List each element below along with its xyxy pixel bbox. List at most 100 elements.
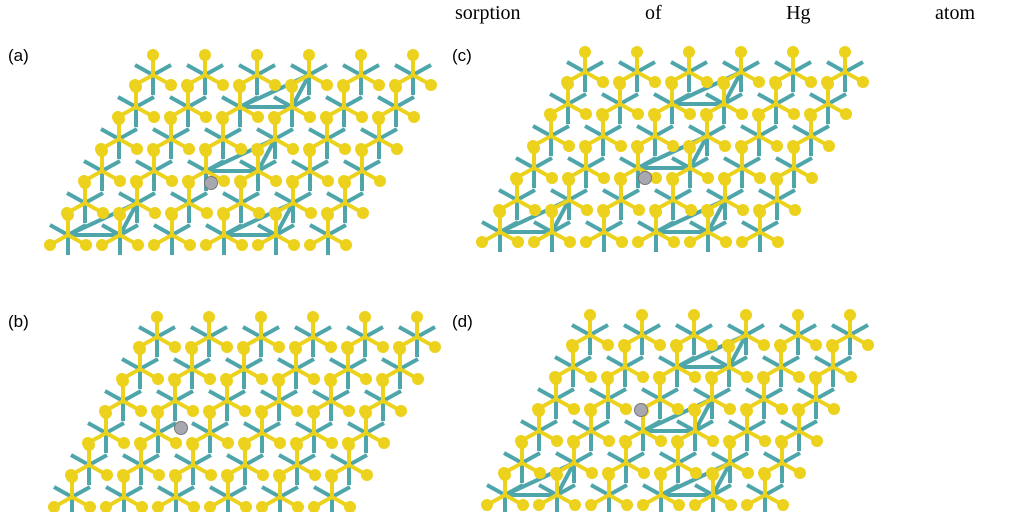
mo-s-bond bbox=[607, 357, 625, 367]
s-atom bbox=[304, 239, 316, 251]
s-atom bbox=[527, 140, 539, 152]
s-atom bbox=[707, 435, 719, 447]
mo-s-bond bbox=[758, 94, 776, 104]
mo-s-bond bbox=[572, 325, 590, 335]
mo-s-bond bbox=[776, 94, 794, 104]
mo-s-bond bbox=[759, 190, 777, 200]
mo-s-bond bbox=[759, 126, 777, 136]
s-atom bbox=[356, 111, 368, 123]
s-atom bbox=[683, 140, 695, 152]
mo-s-bond bbox=[660, 453, 678, 463]
mo-s-bond bbox=[309, 65, 327, 75]
s-atom bbox=[632, 108, 644, 120]
s-atom bbox=[200, 111, 212, 123]
mo-s-bond bbox=[361, 129, 379, 139]
s-atom bbox=[268, 111, 280, 123]
s-atom bbox=[688, 309, 700, 321]
mo-s-bond bbox=[673, 190, 691, 200]
mo-s-bond bbox=[591, 485, 609, 495]
s-atom bbox=[701, 204, 713, 216]
s-atom bbox=[151, 405, 163, 417]
s-atom bbox=[551, 435, 563, 447]
mo-s-bond bbox=[154, 225, 172, 235]
mo-s-bond bbox=[331, 391, 349, 401]
mo-s-bond bbox=[550, 94, 568, 104]
s-atom bbox=[152, 373, 164, 385]
mo-s-bond bbox=[620, 94, 638, 104]
mo-s-bond bbox=[591, 421, 609, 431]
lattice bbox=[48, 311, 441, 512]
s-atom bbox=[187, 405, 199, 417]
s-atom bbox=[341, 341, 353, 353]
mo-s-bond bbox=[417, 327, 435, 337]
mo-s-bond bbox=[621, 190, 639, 200]
mo-s-bond bbox=[620, 158, 638, 168]
s-atom bbox=[338, 175, 350, 187]
s-atom bbox=[186, 437, 198, 449]
mo-s-bond bbox=[573, 357, 591, 367]
s-atom bbox=[579, 46, 591, 58]
mo-s-bond bbox=[245, 455, 263, 465]
mo-s-bond bbox=[158, 487, 176, 497]
mo-s-bond bbox=[223, 193, 241, 203]
s-atom bbox=[221, 469, 233, 481]
mo-s-bond bbox=[396, 97, 414, 107]
mo-s-bond bbox=[239, 65, 257, 75]
mo-s-bond bbox=[257, 65, 275, 75]
s-atom bbox=[270, 175, 282, 187]
s-atom bbox=[706, 467, 718, 479]
mo-s-bond bbox=[827, 62, 845, 72]
mo-s-bond bbox=[747, 421, 765, 431]
s-atom bbox=[806, 172, 818, 184]
s-atom bbox=[133, 341, 145, 353]
mo-s-bond bbox=[590, 325, 608, 335]
mo-s-bond bbox=[279, 455, 297, 465]
s-atom bbox=[117, 469, 129, 481]
s-atom bbox=[741, 371, 753, 383]
mo-s-bond bbox=[399, 327, 417, 337]
mo-s-bond bbox=[712, 389, 730, 399]
s-atom bbox=[116, 373, 128, 385]
s-atom bbox=[429, 341, 441, 353]
s-atom bbox=[378, 437, 390, 449]
mo-s-bond bbox=[192, 359, 210, 369]
mo-s-bond bbox=[89, 455, 107, 465]
mo-s-bond bbox=[638, 222, 656, 232]
s-atom bbox=[581, 204, 593, 216]
s-atom bbox=[257, 469, 269, 481]
s-atom bbox=[222, 437, 234, 449]
mo-s-bond bbox=[539, 421, 557, 431]
s-atom bbox=[216, 111, 228, 123]
s-atom bbox=[637, 371, 649, 383]
s-atom bbox=[828, 403, 840, 415]
mo-s-bond bbox=[522, 453, 540, 463]
mo-s-bond bbox=[551, 190, 569, 200]
mo-s-bond bbox=[209, 327, 227, 337]
s-atom bbox=[702, 172, 714, 184]
mo-s-bond bbox=[585, 126, 603, 136]
s-atom bbox=[613, 76, 625, 88]
mo-s-bond bbox=[746, 325, 764, 335]
mo-s-bond bbox=[309, 129, 327, 139]
s-atom bbox=[118, 437, 130, 449]
s-atom bbox=[164, 111, 176, 123]
s-atom bbox=[862, 339, 874, 351]
mo-s-bond bbox=[586, 222, 604, 232]
s-atom bbox=[395, 405, 407, 417]
s-atom bbox=[218, 175, 230, 187]
s-atom bbox=[689, 499, 701, 511]
s-atom bbox=[722, 339, 734, 351]
mo-s-bond bbox=[625, 421, 643, 431]
s-atom bbox=[724, 403, 736, 415]
s-atom bbox=[169, 341, 181, 353]
mo-s-bond bbox=[188, 161, 206, 171]
s-atom bbox=[308, 373, 320, 385]
mo-s-bond bbox=[158, 423, 176, 433]
mo-s-bond bbox=[292, 161, 310, 171]
mo-s-bond bbox=[517, 190, 535, 200]
s-atom bbox=[649, 204, 661, 216]
mo-s-bond bbox=[678, 453, 696, 463]
mo-s-bond bbox=[136, 161, 154, 171]
mo-s-bond bbox=[227, 455, 245, 465]
s-atom bbox=[654, 339, 666, 351]
